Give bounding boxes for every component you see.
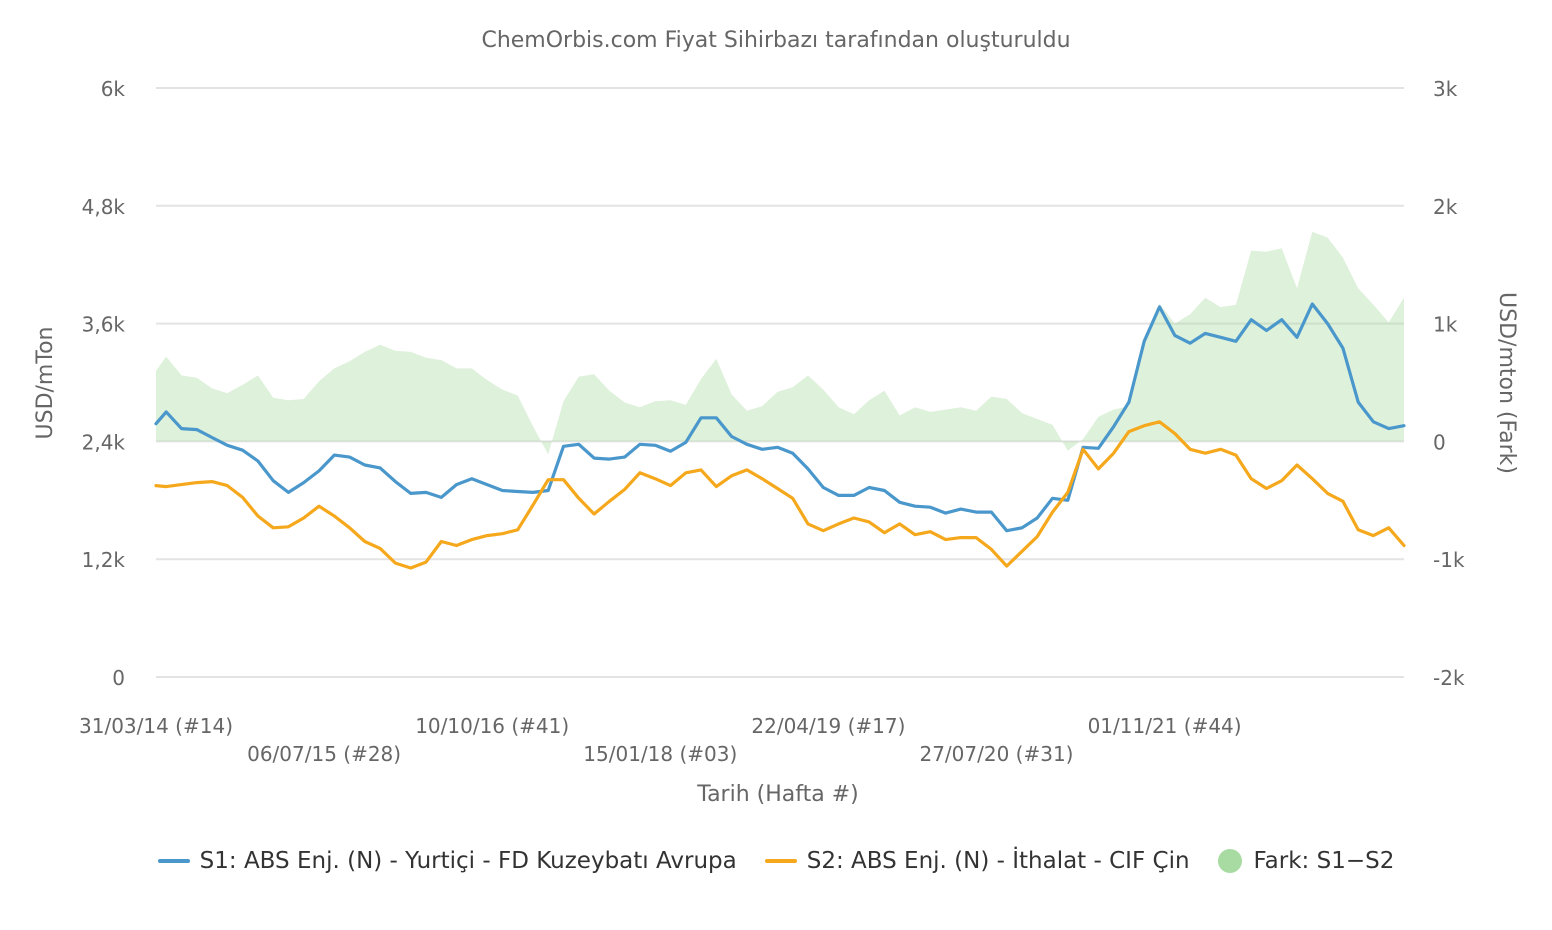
x-tick-label: 06/07/15 (#28): [247, 742, 401, 766]
y-tick-label: 6k: [101, 77, 126, 101]
legend-label-diff: Fark: S1−S2: [1253, 848, 1395, 874]
y-tick-label: 4,8k: [82, 195, 126, 219]
legend-item-diff[interactable]: Fark: S1−S2: [1217, 848, 1395, 874]
y2-tick-label: 3k: [1433, 77, 1458, 101]
y2-tick-label: 1k: [1433, 313, 1458, 337]
legend-swatch-s2: [764, 859, 797, 863]
chart-title: ChemOrbis.com Fiyat Sihirbazı tarafından…: [481, 28, 1070, 53]
legend-swatch-diff: [1217, 849, 1242, 873]
diff-area: [156, 231, 1404, 455]
y2-tick-label: -2k: [1433, 666, 1465, 690]
y-tick-label: 3,6k: [82, 313, 126, 337]
legend-item-s1[interactable]: S1: ABS Enj. (N) - Yurtiçi - FD Kuzeybat…: [157, 848, 737, 874]
y-tick-label: 0: [112, 666, 125, 690]
y2-tick-label: 0: [1433, 430, 1446, 454]
series-line-s2: [154, 420, 1406, 570]
x-tick-label: 15/01/18 (#03): [583, 742, 737, 766]
x-tick-label: 31/03/14 (#14): [79, 714, 233, 738]
y2-tick-label: -1k: [1433, 548, 1465, 572]
legend-swatch-s1: [157, 859, 190, 863]
y2-tick-label: 2k: [1433, 195, 1458, 219]
legend: S1: ABS Enj. (N) - Yurtiçi - FD Kuzeybat…: [0, 848, 1552, 874]
series-line-s1: [154, 302, 1406, 533]
y-tick-label: 1,2k: [82, 548, 126, 572]
x-tick-label: 01/11/21 (#44): [1088, 714, 1242, 738]
legend-item-s2[interactable]: S2: ABS Enj. (N) - İthalat - CIF Çin: [764, 848, 1190, 874]
y2-axis-title: USD/mton (Fark): [1494, 292, 1519, 474]
y-axis-title: USD/mTon: [33, 327, 58, 440]
x-axis-title: Tarih (Hafta #): [696, 782, 858, 807]
x-tick-label: 10/10/16 (#41): [415, 714, 569, 738]
x-tick-label: 22/04/19 (#17): [751, 714, 905, 738]
y-tick-label: 2,4k: [82, 430, 126, 454]
x-tick-label: 27/07/20 (#31): [919, 742, 1073, 766]
legend-label-s2: S2: ABS Enj. (N) - İthalat - CIF Çin: [806, 848, 1190, 874]
legend-label-s1: S1: ABS Enj. (N) - Yurtiçi - FD Kuzeybat…: [199, 848, 737, 874]
